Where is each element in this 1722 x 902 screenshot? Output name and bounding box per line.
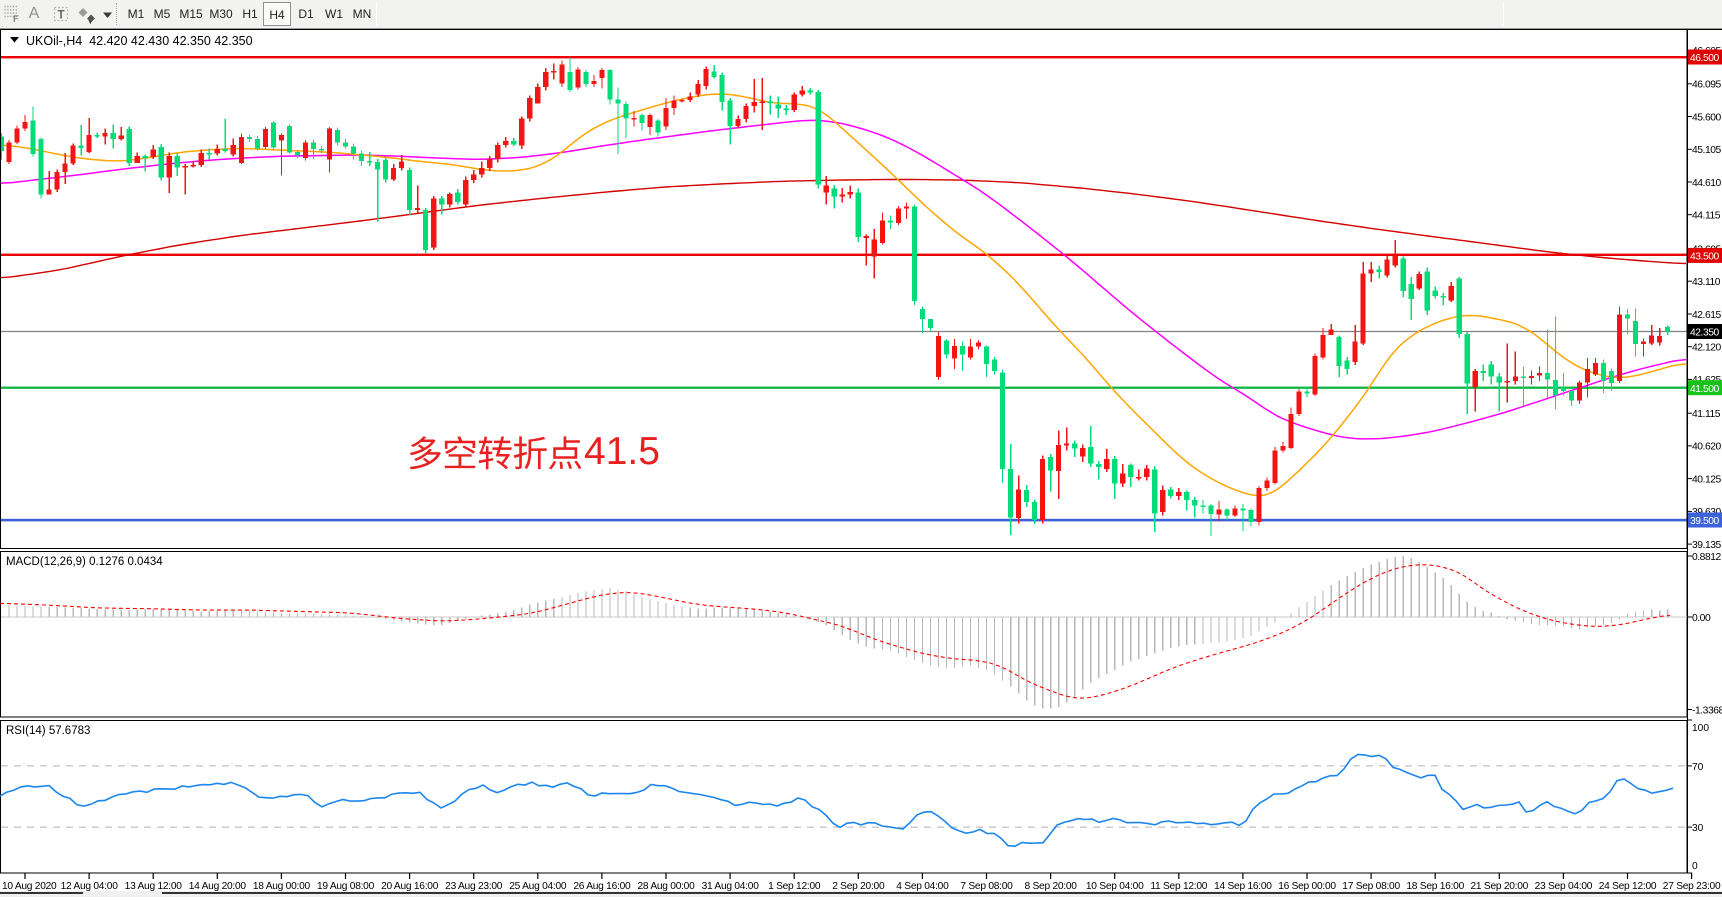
svg-text:39.500: 39.500 <box>1690 516 1720 527</box>
svg-text:23 Aug 23:00: 23 Aug 23:00 <box>445 881 503 892</box>
svg-text:42.350: 42.350 <box>1690 328 1720 339</box>
svg-text:12 Aug 04:00: 12 Aug 04:00 <box>61 881 119 892</box>
svg-text:RSI(14) 57.6783: RSI(14) 57.6783 <box>6 725 90 737</box>
svg-text:T: T <box>58 10 65 22</box>
svg-text:1 Sep 12:00: 1 Sep 12:00 <box>768 881 821 892</box>
svg-text:MACD(12,26,9) 0.1276 0.0434: MACD(12,26,9) 0.1276 0.0434 <box>6 556 163 568</box>
svg-text:100: 100 <box>1692 723 1709 734</box>
svg-text:23 Sep 04:00: 23 Sep 04:00 <box>1535 881 1593 892</box>
svg-text:41.500: 41.500 <box>1690 384 1720 395</box>
svg-text:40.125: 40.125 <box>1692 474 1722 485</box>
svg-text:-1.3368: -1.3368 <box>1692 705 1722 716</box>
svg-text:14 Sep 16:00: 14 Sep 16:00 <box>1214 881 1272 892</box>
svg-text:UKOil-,H4 42.420 42.430 42.35: UKOil-,H4 42.420 42.430 42.350 42.350 <box>26 34 253 48</box>
svg-text:21 Sep 20:00: 21 Sep 20:00 <box>1470 881 1528 892</box>
svg-text:16 Sep 00:00: 16 Sep 00:00 <box>1278 881 1336 892</box>
svg-text:42.615: 42.615 <box>1692 310 1722 321</box>
svg-text:27 Sep 23:00: 27 Sep 23:00 <box>1663 881 1721 892</box>
svg-text:0.00: 0.00 <box>1692 613 1711 624</box>
svg-text:26 Aug 16:00: 26 Aug 16:00 <box>573 881 631 892</box>
svg-text:24 Sep 12:00: 24 Sep 12:00 <box>1599 881 1657 892</box>
svg-text:19 Aug 08:00: 19 Aug 08:00 <box>317 881 375 892</box>
svg-text:18 Sep 16:00: 18 Sep 16:00 <box>1406 881 1464 892</box>
svg-text:13 Aug 12:00: 13 Aug 12:00 <box>125 881 183 892</box>
svg-text:41.5: 41.5 <box>584 430 660 473</box>
svg-text:0.8812: 0.8812 <box>1692 552 1722 563</box>
svg-text:7 Sep 08:00: 7 Sep 08:00 <box>960 881 1013 892</box>
svg-text:8 Sep 20:00: 8 Sep 20:00 <box>1024 881 1077 892</box>
svg-text:44.115: 44.115 <box>1692 211 1721 222</box>
svg-text:4 Sep 04:00: 4 Sep 04:00 <box>896 881 949 892</box>
svg-text:14 Aug 20:00: 14 Aug 20:00 <box>189 881 247 892</box>
svg-text:10 Sep 04:00: 10 Sep 04:00 <box>1086 881 1144 892</box>
svg-text:46.095: 46.095 <box>1692 80 1722 91</box>
svg-text:43.110: 43.110 <box>1692 277 1721 288</box>
svg-text:41.115: 41.115 <box>1692 409 1721 420</box>
svg-text:43.500: 43.500 <box>1690 252 1720 263</box>
svg-text:18 Aug 00:00: 18 Aug 00:00 <box>253 881 311 892</box>
svg-text:44.610: 44.610 <box>1692 178 1722 189</box>
svg-text:46.500: 46.500 <box>1690 53 1720 64</box>
svg-text:39.135: 39.135 <box>1692 540 1722 551</box>
svg-text:30: 30 <box>1692 823 1704 834</box>
svg-text:11 Sep 12:00: 11 Sep 12:00 <box>1150 881 1207 892</box>
svg-text:45.105: 45.105 <box>1692 145 1722 156</box>
svg-text:17 Sep 08:00: 17 Sep 08:00 <box>1342 881 1400 892</box>
svg-text:40.620: 40.620 <box>1692 442 1722 453</box>
svg-text:10 Aug 2020: 10 Aug 2020 <box>2 881 57 892</box>
svg-text:F: F <box>13 14 19 25</box>
svg-text:31 Aug 04:00: 31 Aug 04:00 <box>702 881 760 892</box>
svg-text:0: 0 <box>1692 861 1698 872</box>
svg-text:42.120: 42.120 <box>1692 343 1722 354</box>
svg-text:2 Sep 20:00: 2 Sep 20:00 <box>832 881 885 892</box>
svg-text:45.600: 45.600 <box>1692 112 1722 123</box>
svg-text:70: 70 <box>1692 762 1704 773</box>
svg-text:20 Aug 16:00: 20 Aug 16:00 <box>381 881 439 892</box>
svg-text:28 Aug 00:00: 28 Aug 00:00 <box>637 881 695 892</box>
svg-text:25 Aug 04:00: 25 Aug 04:00 <box>509 881 567 892</box>
